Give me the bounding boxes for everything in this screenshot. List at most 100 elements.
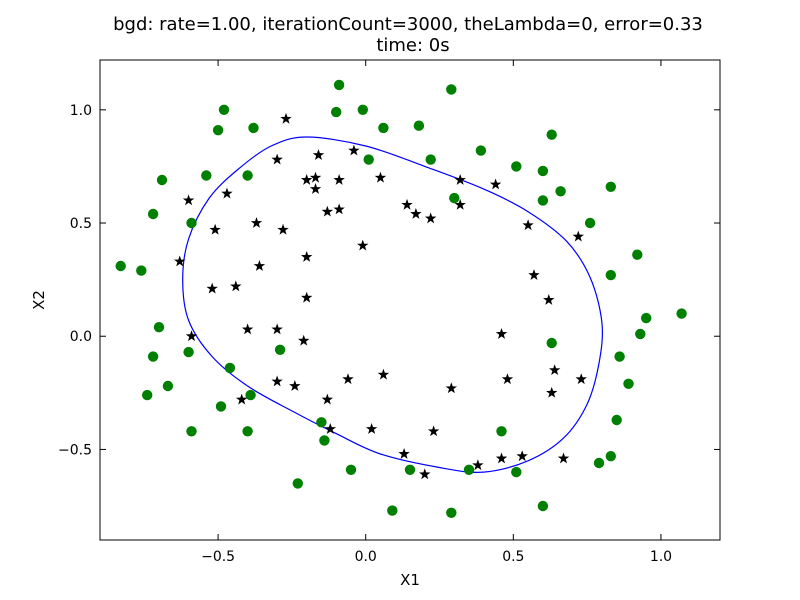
y-tick-label: 0.0 bbox=[70, 329, 92, 345]
class-1-point bbox=[309, 183, 322, 194]
class-1-point bbox=[182, 194, 195, 206]
chart-title: bgd: rate=1.00, iterationCount=3000, the… bbox=[113, 14, 703, 35]
class-0-point bbox=[153, 322, 165, 333]
chart-subtitle: time: 0s bbox=[376, 35, 449, 56]
y-tick-label: 0.5 bbox=[70, 216, 92, 232]
x-tick-label: 0.0 bbox=[355, 549, 377, 565]
class-1-point bbox=[300, 174, 313, 185]
class-1-point bbox=[298, 334, 310, 346]
class-1-point bbox=[548, 364, 561, 376]
class-0-point bbox=[142, 389, 153, 401]
class-1-point bbox=[454, 174, 466, 185]
class-0-point bbox=[242, 170, 253, 181]
class-0-point bbox=[632, 249, 643, 260]
class-1-point bbox=[230, 280, 242, 292]
class-1-point bbox=[348, 144, 360, 156]
class-1-point bbox=[277, 223, 289, 235]
class-1-point bbox=[300, 291, 313, 303]
class-0-point bbox=[537, 165, 549, 177]
class-0-point bbox=[511, 161, 522, 172]
class-1-point bbox=[495, 452, 508, 464]
class-0-point bbox=[218, 104, 230, 116]
class-0-point bbox=[449, 192, 460, 204]
class-1-point bbox=[333, 174, 345, 185]
class-1-point bbox=[424, 212, 437, 224]
class-1-point bbox=[309, 171, 322, 183]
class-0-point bbox=[387, 505, 398, 516]
class-1-point bbox=[401, 198, 413, 210]
class-1-point bbox=[289, 380, 301, 391]
class-1-point bbox=[342, 373, 354, 385]
class-0-point bbox=[319, 435, 330, 446]
class-0-point bbox=[248, 122, 259, 134]
class-0-point bbox=[605, 269, 616, 281]
class-0-point bbox=[635, 328, 646, 340]
class-0-point bbox=[183, 346, 194, 358]
class-1-point bbox=[236, 393, 248, 405]
class-1-point bbox=[522, 219, 534, 231]
x-tick-label: −0.5 bbox=[201, 549, 235, 565]
class-1-point bbox=[271, 153, 283, 165]
class-0-point bbox=[446, 84, 457, 95]
class-0-point bbox=[546, 337, 557, 349]
class-0-point bbox=[331, 106, 342, 118]
class-1-point bbox=[557, 452, 570, 464]
class-0-point bbox=[162, 380, 174, 392]
class-0-point bbox=[363, 154, 374, 165]
class-0-point bbox=[378, 122, 389, 134]
class-0-point bbox=[463, 464, 475, 475]
class-1-point bbox=[357, 239, 369, 251]
class-0-point bbox=[611, 414, 622, 426]
class-1-point bbox=[324, 423, 336, 434]
y-tick-label: −0.5 bbox=[58, 442, 92, 458]
class-0-point bbox=[156, 174, 168, 186]
decision-boundary-line bbox=[182, 136, 604, 473]
class-0-point bbox=[623, 378, 634, 389]
axis-ticks: −0.5 0.0 0.5 1.0 −0.5 0.0 0.5 1.0 bbox=[58, 60, 720, 565]
class-0-point bbox=[584, 217, 596, 229]
class-0-point bbox=[316, 417, 327, 428]
class-1-point bbox=[516, 450, 528, 462]
class-1-point bbox=[398, 447, 410, 459]
class-1-point bbox=[174, 255, 186, 267]
class-1-point bbox=[321, 205, 334, 217]
class-0-point bbox=[425, 154, 436, 165]
class-0-point bbox=[555, 186, 566, 197]
class-1-point bbox=[543, 294, 555, 305]
class-0-point bbox=[676, 308, 687, 319]
x-tick-label: 1.0 bbox=[650, 549, 672, 565]
class-1-point bbox=[280, 112, 292, 124]
class-1-point bbox=[271, 375, 283, 387]
class-0-point bbox=[475, 145, 487, 156]
class-0-point bbox=[605, 181, 616, 192]
class-1-point bbox=[250, 217, 263, 228]
class-0-point bbox=[186, 426, 197, 437]
x-tick-label: 0.5 bbox=[502, 549, 524, 565]
class-0-point bbox=[641, 312, 652, 324]
class-1-point bbox=[300, 250, 313, 262]
x-axis-label: X1 bbox=[400, 571, 420, 589]
class-1-point bbox=[185, 330, 198, 342]
class-0-point bbox=[546, 129, 557, 140]
class-0-point bbox=[245, 389, 256, 401]
class-1-point bbox=[410, 207, 422, 219]
class-0-point bbox=[404, 464, 416, 475]
class-1-point bbox=[419, 468, 431, 480]
class-1-point bbox=[377, 368, 390, 380]
plot-area bbox=[115, 79, 687, 518]
class-0-point bbox=[605, 451, 616, 462]
class-0-point bbox=[147, 208, 159, 220]
class-0-point bbox=[292, 478, 303, 489]
class-0-point bbox=[115, 260, 126, 272]
class-0-point bbox=[215, 401, 227, 412]
class-1-point bbox=[427, 425, 440, 437]
class-0-point bbox=[136, 265, 147, 276]
class-0-point bbox=[242, 426, 253, 437]
class-1-point bbox=[495, 327, 508, 339]
class-0-point bbox=[537, 500, 549, 512]
class-1-point bbox=[572, 230, 584, 242]
class-0-point bbox=[201, 170, 212, 181]
class-0-point bbox=[333, 79, 345, 91]
class-0-point bbox=[345, 464, 357, 475]
